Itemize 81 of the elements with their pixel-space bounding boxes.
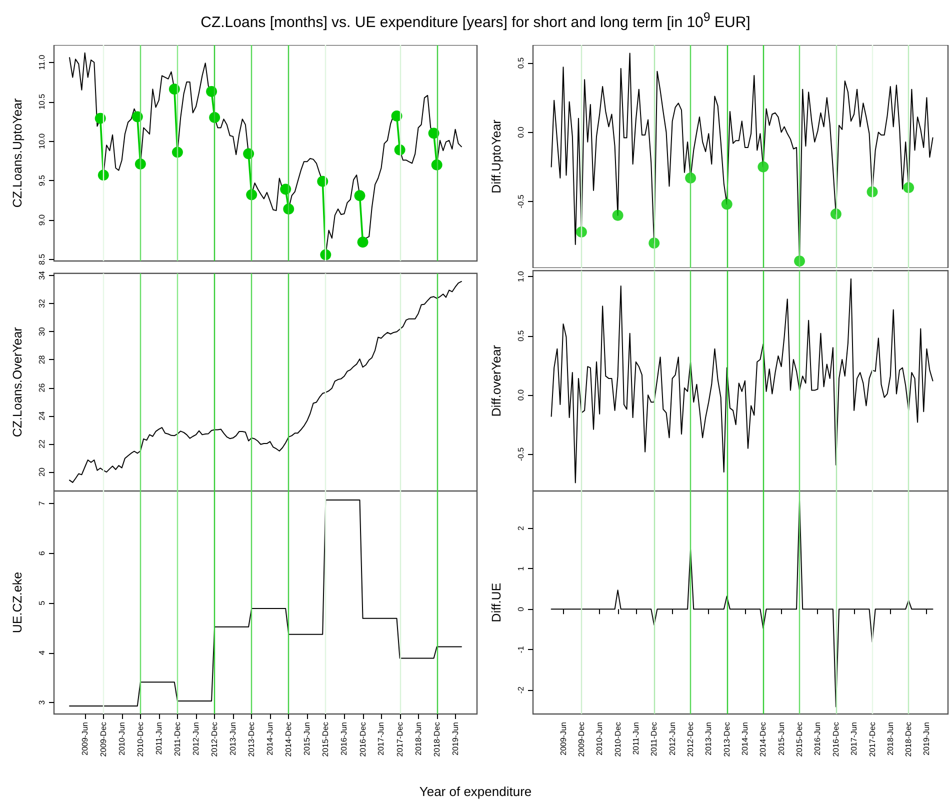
- y-tick-label: 11.0: [38, 54, 46, 70]
- x-tick-label: 2012-Dec: [686, 722, 696, 757]
- y-tick-label: 10.5: [38, 93, 46, 110]
- y-tick-label: 9.5: [38, 174, 46, 186]
- x-tick-label: 2016-Jun: [340, 722, 349, 756]
- x-tick-label: 2011-Jun: [631, 722, 640, 755]
- y-tick-label: 4: [38, 650, 46, 655]
- y-axis-title: CZ.Loans.OverYear: [10, 327, 24, 438]
- y-tick-label: 8.5: [38, 253, 46, 265]
- x-tick-label: 2011-Dec: [650, 722, 659, 756]
- y-tick-label: 3: [38, 700, 46, 705]
- y-tick-label: 5: [38, 600, 46, 606]
- x-tick-label: 2011-Dec: [172, 722, 182, 756]
- x-tick-label: 2016-Dec: [358, 722, 368, 757]
- x-tick-label: 2012-Dec: [210, 722, 220, 757]
- x-tick-label: 2017-Dec: [868, 722, 877, 757]
- x-tick-label: 2010-Dec: [613, 722, 622, 757]
- chart-title: CZ.Loans [months] vs. UE expenditure [years] for short and long term [in 10$^{9}$ EUR]: [200, 10, 752, 31]
- x-tick-label: 2014-Dec: [758, 722, 768, 757]
- y-tick-label: 20: [38, 467, 46, 476]
- x-tick-label: 2014-Dec: [284, 722, 294, 757]
- y-tick-label: 0.5: [516, 56, 526, 69]
- x-tick-label: 2009-Jun: [558, 722, 568, 756]
- x-tick-label: 2016-Jun: [813, 722, 822, 756]
- y-axis-title: UE.CZ.eke: [10, 572, 24, 634]
- x-tick-label: 2014-Jun: [740, 722, 750, 756]
- y-tick-label: 9.0: [38, 214, 46, 226]
- y-tick-label: 7: [38, 500, 46, 506]
- y-axis-title: Diff.overYear: [490, 345, 504, 417]
- x-tick-label: 2017-Jun: [376, 722, 386, 756]
- x-tick-label: 2015-Jun: [302, 722, 312, 756]
- x-tick-label: 2013-Jun: [228, 722, 238, 756]
- x-tick-label: 2014-Jun: [266, 722, 275, 756]
- y-tick-label: 1: [516, 566, 526, 571]
- x-tick-label: 2019-Jun: [450, 722, 460, 756]
- x-tick-label: 2012-Jun: [192, 722, 201, 756]
- x-tick-label: 2010-Dec: [136, 722, 145, 757]
- y-tick-label: 2: [516, 525, 526, 530]
- x-tick-label: 2018-Dec: [432, 722, 442, 757]
- x-tick-label: 2015-Dec: [795, 722, 804, 757]
- y-tick-label: 32: [38, 298, 46, 308]
- y-tick-label: 26: [38, 382, 46, 392]
- y-tick-label: -1: [516, 646, 526, 654]
- y-tick-label: -2: [516, 686, 526, 694]
- y-tick-label: -0.5: [516, 446, 526, 462]
- y-tick-label: 34: [38, 270, 46, 280]
- x-tick-label: 2013-Dec: [722, 722, 732, 757]
- y-tick-label: 0.0: [516, 126, 526, 138]
- x-tick-label: 2009-Dec: [576, 722, 586, 757]
- x-tick-label: 2009-Dec: [98, 722, 108, 757]
- y-tick-label: 0.5: [516, 330, 526, 342]
- y-tick-label: 0.0: [516, 388, 526, 401]
- x-tick-label: 2015-Dec: [321, 722, 330, 757]
- x-tick-label: 2012-Jun: [668, 722, 677, 756]
- x-tick-label: 2018-Jun: [414, 722, 423, 756]
- x-tick-label: 2015-Jun: [776, 722, 786, 756]
- x-axis-title: Year of expenditure: [418, 784, 533, 799]
- y-tick-label: 6: [38, 550, 46, 556]
- x-tick-label: 2013-Dec: [247, 722, 256, 757]
- x-tick-label: 2011-Jun: [154, 722, 164, 755]
- x-tick-label: 2009-Jun: [80, 722, 90, 756]
- y-tick-label: 22: [38, 438, 46, 448]
- y-tick-label: 1.0: [516, 270, 526, 282]
- x-tick-label: 2013-Jun: [704, 722, 714, 756]
- y-tick-label: -0.5: [516, 194, 526, 208]
- y-tick-label: 24: [38, 410, 46, 420]
- x-tick-label: 2017-Jun: [850, 722, 859, 756]
- y-axis-title: CZ.Loans.UptoYear: [10, 98, 24, 208]
- x-tick-label: 2018-Jun: [886, 722, 895, 756]
- y-tick-label: 10.0: [38, 132, 46, 149]
- y-axis-title: Diff.UptoYear: [490, 120, 504, 194]
- y-axis-title: Diff.UE: [490, 582, 504, 622]
- x-tick-label: 2016-Dec: [831, 722, 840, 757]
- x-tick-label: 2010-Jun: [595, 722, 604, 756]
- x-tick-label: 2019-Jun: [922, 722, 932, 756]
- y-tick-label: 30: [38, 326, 46, 336]
- y-tick-label: 28: [38, 354, 46, 364]
- x-tick-label: 2017-Dec: [395, 722, 404, 757]
- y-tick-label: 0: [516, 606, 526, 612]
- x-tick-label: 2018-Dec: [904, 722, 914, 757]
- x-tick-label: 2010-Jun: [117, 722, 126, 756]
